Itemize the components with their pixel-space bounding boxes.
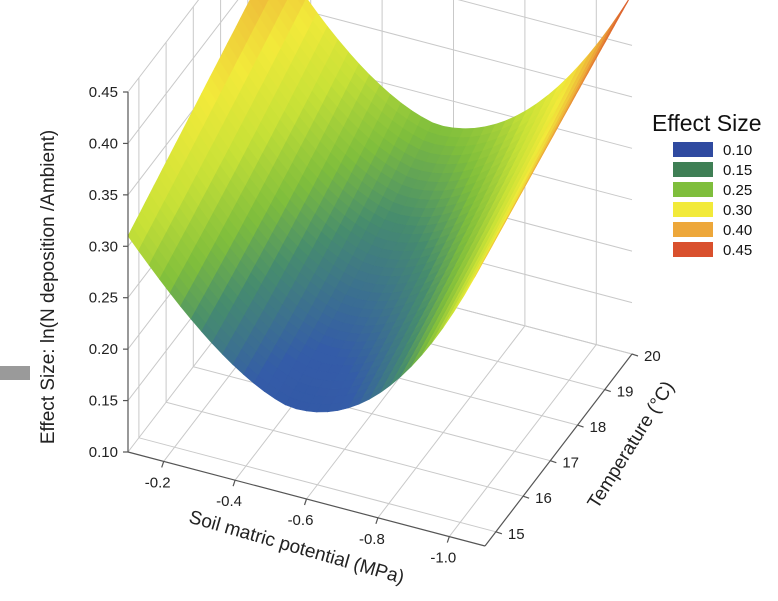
legend-swatch bbox=[673, 222, 713, 237]
x-tick-label: -0.2 bbox=[145, 474, 171, 491]
legend-title: Effect Size bbox=[652, 110, 762, 136]
x-tick-label: -0.6 bbox=[288, 512, 314, 529]
legend-swatch bbox=[673, 242, 713, 257]
y-tick-mark bbox=[495, 531, 503, 535]
legend-swatch bbox=[673, 162, 713, 177]
z-tick-label: 0.20 bbox=[89, 341, 118, 358]
edge-marker bbox=[0, 366, 30, 380]
legend-swatch bbox=[673, 142, 713, 157]
legend-label: 0.40 bbox=[723, 222, 752, 239]
y-tick-mark bbox=[604, 388, 611, 393]
y-tick-mark bbox=[577, 424, 584, 428]
legend-label: 0.45 bbox=[723, 242, 752, 259]
surface-patch bbox=[474, 250, 490, 278]
z-tick-label: 0.35 bbox=[89, 187, 118, 204]
z-tick-label: 0.25 bbox=[89, 290, 118, 307]
y-gridline bbox=[138, 77, 497, 533]
y-tick-label: 17 bbox=[562, 455, 579, 472]
x-tick-mark bbox=[161, 461, 165, 468]
surface-plot bbox=[127, 0, 630, 413]
z-axis-label: Effect Size: ln(N deposition /Ambient) bbox=[38, 130, 59, 444]
z-tick-label: 0.45 bbox=[89, 84, 118, 101]
tick-labels: 0.10 0.15 0.20 0.25 0.30 0.35 0.40 0.45 -0.2 -0.4… bbox=[89, 84, 661, 567]
legend-items: 0.10 0.15 0.25 0.30 0.40 0.45 bbox=[673, 142, 752, 259]
legend-label: 0.10 bbox=[723, 142, 752, 159]
y-axis-line bbox=[484, 353, 633, 547]
y-tick-mark bbox=[631, 353, 639, 357]
y-tick-label: 18 bbox=[590, 419, 607, 436]
z-gridline bbox=[127, 0, 633, 144]
x-tick-mark bbox=[303, 498, 308, 506]
y-tick-label: 20 bbox=[644, 348, 661, 365]
legend-label: 0.15 bbox=[723, 162, 752, 179]
x-tick-label: -0.4 bbox=[216, 493, 242, 510]
z-tick-label: 0.30 bbox=[89, 238, 118, 255]
y-tick-mark bbox=[550, 460, 557, 464]
x-tick-mark bbox=[446, 536, 450, 543]
legend-swatch bbox=[673, 182, 713, 197]
z-gridline bbox=[127, 0, 200, 93]
legend: Effect Size 0.10 0.15 0.25 0.30 0.40 0.45 bbox=[652, 110, 762, 259]
x-tick-label: -0.8 bbox=[359, 531, 385, 548]
x-tick-label: -1.0 bbox=[430, 550, 456, 567]
z-tick-label: 0.10 bbox=[89, 444, 118, 461]
y-tick-mark bbox=[522, 495, 530, 499]
x-tick-mark bbox=[375, 517, 379, 524]
y-tick-label: 19 bbox=[617, 384, 634, 401]
z-tick-label: 0.40 bbox=[89, 135, 118, 152]
y-tick-label: 15 bbox=[508, 526, 525, 543]
x-tick-mark bbox=[232, 480, 236, 487]
z-tick-label: 0.15 bbox=[89, 393, 118, 410]
legend-label: 0.30 bbox=[723, 202, 752, 219]
legend-swatch bbox=[673, 202, 713, 217]
legend-label: 0.25 bbox=[723, 182, 752, 199]
y-tick-label: 16 bbox=[535, 490, 552, 507]
